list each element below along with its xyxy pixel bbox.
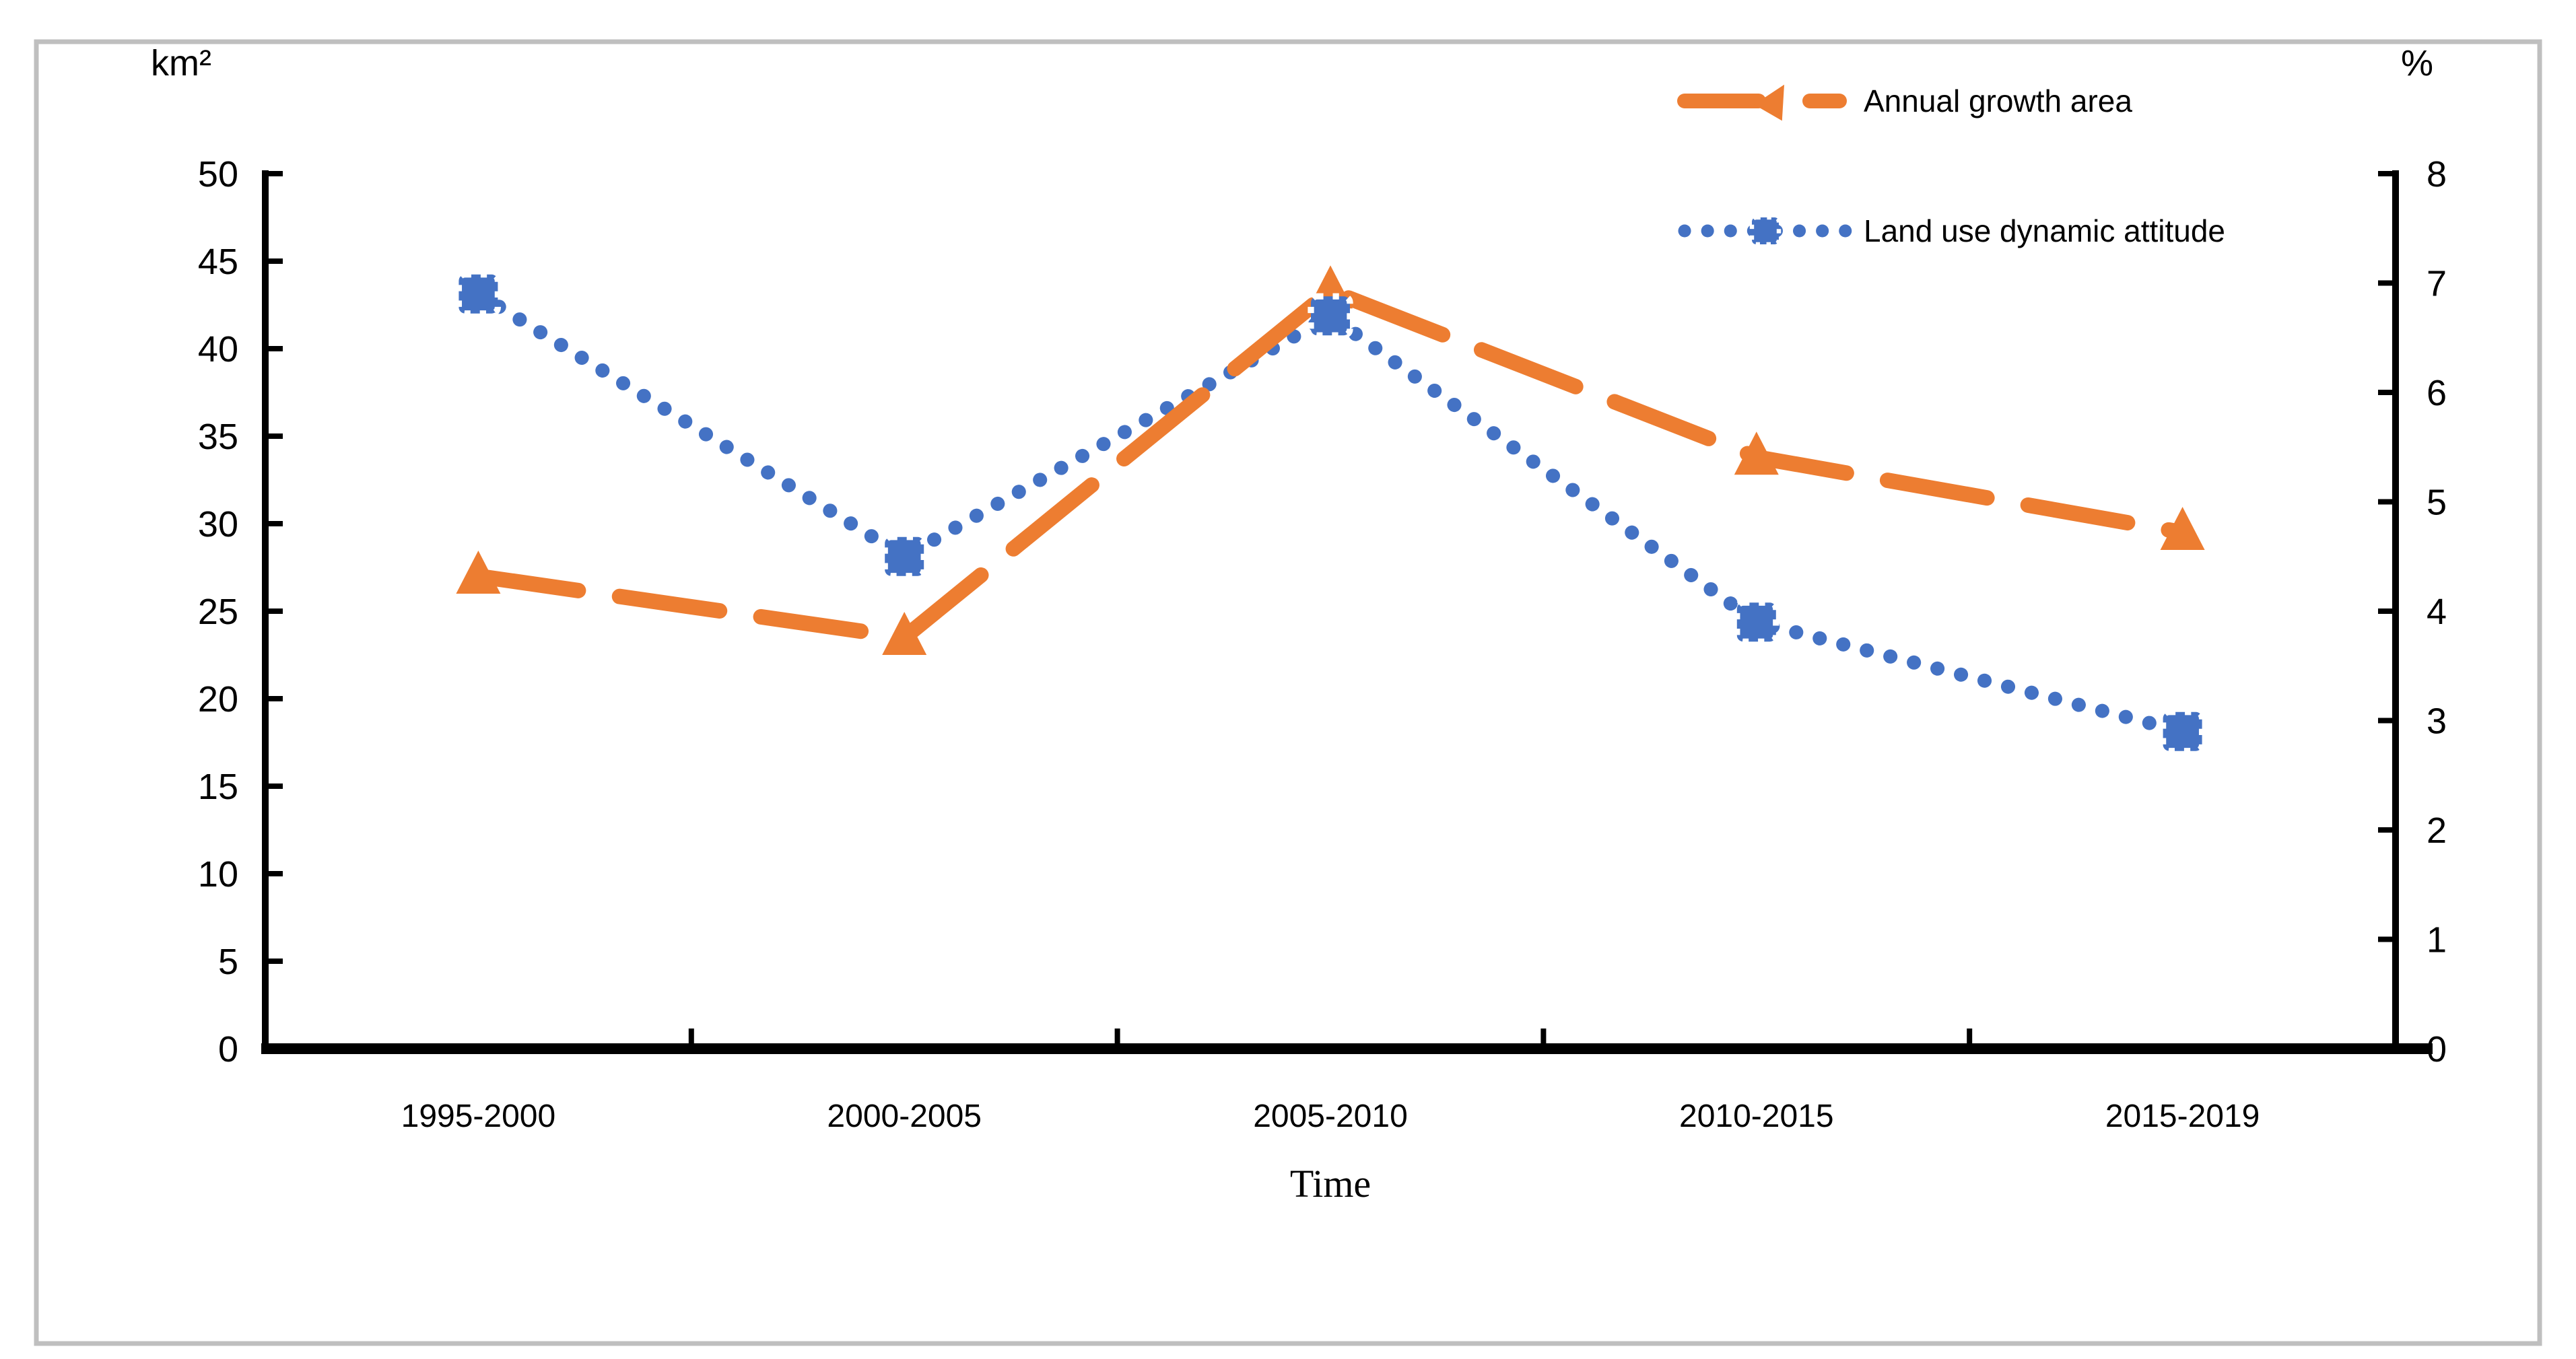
right-axis-tick-label: 8: [2427, 154, 2447, 195]
land-use-dynamic-attitude-marker: [455, 271, 502, 317]
right-axis-tick-label: 6: [2427, 373, 2447, 413]
right-axis-unit-label: %: [2401, 43, 2433, 83]
stamp-fill: [1752, 217, 1779, 244]
left-axis-tick-label: 30: [198, 504, 238, 545]
stamp-notches: [1749, 215, 1782, 247]
land-use-dynamic-attitude-marker: [2159, 709, 2206, 755]
left-axis-tick-label: 45: [198, 242, 238, 282]
land-use-dynamic-attitude-marker: [1308, 293, 1353, 339]
left-axis-tick-label: 35: [198, 417, 238, 457]
annual-growth-area-marker: [1754, 84, 1784, 121]
left-axis-tick-label: 40: [198, 329, 238, 370]
left-axis-tick-label: 5: [218, 942, 238, 982]
x-axis-category-label: 2005-2010: [1253, 1099, 1408, 1134]
land-use-dynamic-attitude-marker: [881, 534, 927, 580]
left-axis-tick-label: 25: [198, 592, 238, 632]
stamp-notches: [881, 534, 927, 580]
annual-growth-area-marker: [2160, 507, 2205, 550]
right-axis-tick-label: 5: [2427, 483, 2447, 523]
annual-growth-area-marker: [1734, 431, 1779, 475]
stamp-fill: [459, 274, 498, 314]
annual-growth-area-marker: [456, 551, 501, 594]
left-axis-tick-label: 10: [198, 854, 238, 895]
legend: [1677, 84, 1854, 247]
land-use-dynamic-attitude-line: [471, 287, 2190, 739]
stamp-fill: [1311, 296, 1350, 336]
x-axis-category-label: 2015-2019: [2105, 1099, 2260, 1134]
right-axis-tick-label: 3: [2427, 701, 2447, 742]
right-axis-tick-label: 0: [2427, 1029, 2447, 1070]
x-axis-category-label: 2010-2015: [1679, 1099, 1834, 1134]
figure-border: [34, 39, 2542, 1346]
stamp-notches: [455, 271, 502, 317]
stamp-notches: [1308, 293, 1353, 339]
stamp-notches: [2159, 709, 2206, 755]
left-axis-tick-label: 50: [198, 154, 238, 195]
left-axis-tick-label: 15: [198, 767, 238, 807]
legend-label-land-use-dynamic-attitude: Land use dynamic attitude: [1864, 213, 2225, 248]
land-use-dynamic-attitude-marker: [1734, 599, 1780, 645]
land-use-dynamic-attitude-marker: [1749, 215, 1782, 247]
x-axis-category-label: 1995-2000: [401, 1099, 556, 1134]
legend-label-annual-growth-area: Annual growth area: [1864, 83, 2132, 118]
left-axis-tick-label: 20: [198, 679, 238, 720]
right-axis-tick-label: 4: [2427, 592, 2447, 632]
right-axis-tick-label: 1: [2427, 920, 2447, 961]
x-axis-category-label: 2000-2005: [827, 1099, 982, 1134]
left-axis-unit-label: km²: [151, 43, 211, 83]
x-axis-title: Time: [1290, 1162, 1371, 1206]
stamp-fill: [2163, 711, 2202, 751]
annual-growth-area-line: [470, 282, 2191, 646]
right-axis-tick-label: 2: [2427, 810, 2447, 851]
stamp-notches: [1734, 599, 1780, 645]
left-axis-tick-label: 0: [218, 1029, 238, 1070]
right-axis-tick-label: 7: [2427, 264, 2447, 304]
annual-growth-area-marker: [882, 612, 927, 655]
stamp-fill: [1736, 602, 1776, 642]
stamp-fill: [885, 536, 924, 576]
